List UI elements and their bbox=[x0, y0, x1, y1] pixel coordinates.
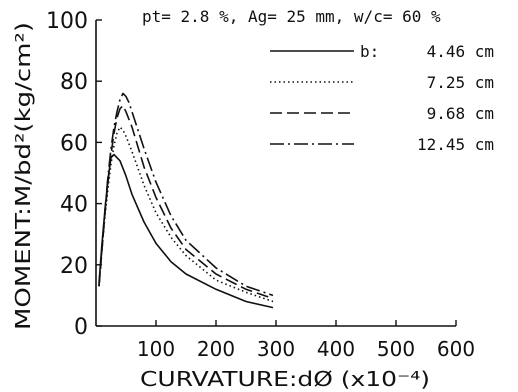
chart-header: pt= 2.8 %, Ag= 25 mm, w/c= 60 % bbox=[142, 7, 441, 26]
x-tick-label: 600 bbox=[437, 337, 475, 361]
x-tick-label: 500 bbox=[377, 337, 415, 361]
legend-label-3: 9.68 cm bbox=[427, 104, 494, 123]
y-tick-label: 100 bbox=[46, 9, 88, 34]
x-tick-label: 100 bbox=[137, 337, 175, 361]
legend-title: b: bbox=[360, 42, 379, 61]
series-line-3 bbox=[98, 104, 274, 300]
y-tick-label: 80 bbox=[60, 70, 88, 95]
legend-label-4: 12.45 cm bbox=[417, 135, 494, 154]
y-tick-label: 0 bbox=[74, 315, 88, 340]
legend-label-1: 4.46 cm bbox=[427, 42, 494, 61]
series-line-4 bbox=[98, 92, 274, 297]
y-tick-label: 20 bbox=[60, 254, 88, 279]
legend-label-2: 7.25 cm bbox=[427, 73, 494, 92]
series-line-1 bbox=[98, 153, 274, 309]
x-tick-label: 200 bbox=[197, 337, 235, 361]
y-tick-label: 40 bbox=[60, 193, 88, 218]
x-tick-label: 400 bbox=[317, 337, 355, 361]
x-axis-label: CURVATURE:dØ (x10⁻⁴) bbox=[140, 367, 430, 391]
series-line-2 bbox=[98, 126, 274, 303]
x-tick-label: 300 bbox=[257, 337, 295, 361]
y-tick-label: 60 bbox=[60, 131, 88, 156]
y-axis-label: MOMENT:M/bd²(kg/cm²) bbox=[11, 22, 35, 330]
